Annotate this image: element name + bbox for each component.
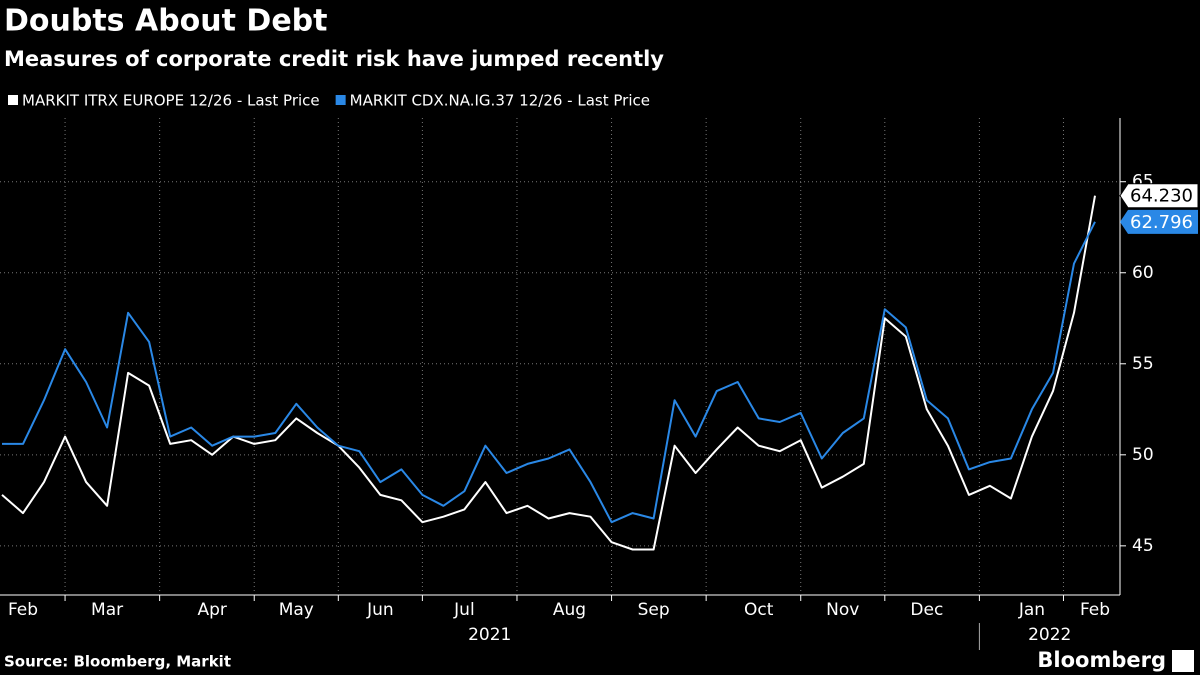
chart-subtitle: Measures of corporate credit risk have j… <box>4 47 664 71</box>
brand: Bloomberg <box>1037 648 1166 672</box>
line-series <box>1 195 1096 551</box>
x-tick-label: Oct <box>744 600 774 620</box>
brand-icon <box>1172 650 1194 672</box>
x-tick-label: Mar <box>91 600 123 620</box>
value-tag <box>1120 209 1198 234</box>
chart-title: Doubts About Debt <box>4 4 328 39</box>
x-tick-label: Aug <box>553 600 586 620</box>
value-tag <box>1119 183 1199 209</box>
x-tick-label: Nov <box>826 600 859 620</box>
year-label: 2022 <box>1028 625 1071 645</box>
x-tick-label: Sep <box>638 600 670 620</box>
legend-label: MARKIT CDX.NA.IG.37 12/26 - Last Price <box>350 92 650 110</box>
legend-label: MARKIT ITRX EUROPE 12/26 - Last Price <box>22 92 320 110</box>
value-label: 62.796 <box>1130 212 1193 233</box>
x-tick-label: May <box>279 600 314 620</box>
legend-swatch <box>8 95 18 105</box>
x-tick-label: Jun <box>366 600 394 620</box>
line-series <box>2 221 1096 524</box>
x-tick-label: Apr <box>197 600 226 620</box>
y-tick-label: 45 <box>1132 536 1154 556</box>
x-tick-label: Jan <box>1018 600 1045 620</box>
x-tick-label: Feb <box>1080 600 1110 620</box>
y-tick-label: 55 <box>1132 354 1154 374</box>
y-tick-label: 50 <box>1132 445 1154 465</box>
x-tick-label: Feb <box>8 600 38 620</box>
value-label: 64.230 <box>1130 186 1193 207</box>
legend-swatch <box>335 95 346 105</box>
y-tick-label: 60 <box>1132 263 1154 283</box>
year-label: 2021 <box>468 625 511 645</box>
source: Source: Bloomberg, Markit <box>4 653 231 671</box>
x-tick-label: Dec <box>910 600 943 620</box>
x-tick-label: Jul <box>453 600 475 620</box>
